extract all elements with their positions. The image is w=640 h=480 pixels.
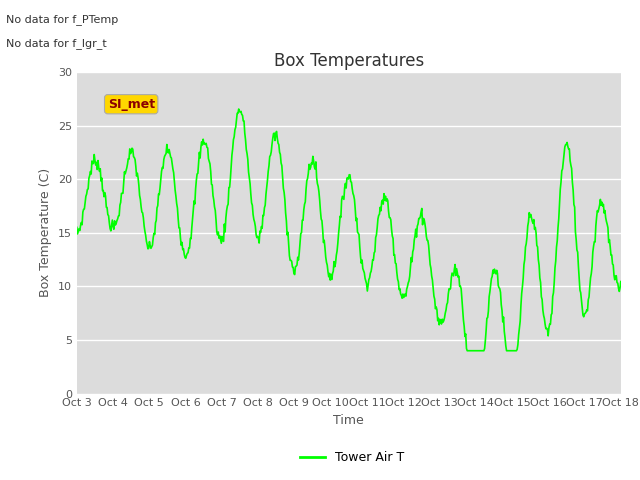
Title: Box Temperatures: Box Temperatures bbox=[274, 52, 424, 71]
Text: No data for f_lgr_t: No data for f_lgr_t bbox=[6, 38, 107, 49]
Text: No data for f_PTemp: No data for f_PTemp bbox=[6, 14, 118, 25]
Y-axis label: Box Temperature (C): Box Temperature (C) bbox=[39, 168, 52, 298]
Legend: Tower Air T: Tower Air T bbox=[295, 446, 409, 469]
Text: SI_met: SI_met bbox=[108, 98, 155, 111]
X-axis label: Time: Time bbox=[333, 414, 364, 427]
